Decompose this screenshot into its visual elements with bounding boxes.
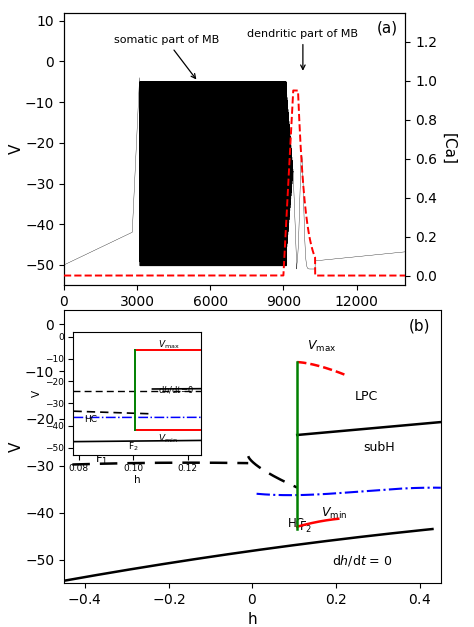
Text: $V_{\rm min}$: $V_{\rm min}$ (158, 432, 178, 445)
Text: F$_2$: F$_2$ (299, 520, 313, 535)
Text: HC: HC (288, 517, 305, 530)
Text: dendritic part of MB: dendritic part of MB (247, 29, 358, 70)
Text: (a): (a) (376, 21, 397, 36)
Y-axis label: V: V (32, 390, 42, 397)
Text: HC: HC (84, 415, 97, 424)
Text: somatic part of MB: somatic part of MB (114, 35, 219, 78)
Text: subH: subH (364, 441, 395, 455)
Text: $V_{\rm max}$: $V_{\rm max}$ (307, 339, 336, 354)
Y-axis label: V: V (9, 144, 24, 154)
Text: F$_1$: F$_1$ (95, 452, 109, 467)
Text: (b): (b) (409, 319, 430, 334)
X-axis label: h: h (247, 613, 257, 627)
Text: d$h$/d$t\!=\!0$: d$h$/d$t\!=\!0$ (158, 384, 194, 395)
Text: LPC: LPC (355, 390, 378, 403)
Text: d$h$/d$t$ = 0: d$h$/d$t$ = 0 (332, 553, 392, 568)
Text: F$_2$: F$_2$ (128, 440, 138, 453)
Y-axis label: V: V (9, 441, 24, 452)
X-axis label: h: h (134, 475, 141, 485)
X-axis label: t: t (232, 315, 237, 330)
Text: $V_{\rm max}$: $V_{\rm max}$ (158, 339, 180, 351)
Y-axis label: [Ca]: [Ca] (441, 133, 456, 165)
Text: $V_{\rm min}$: $V_{\rm min}$ (321, 506, 348, 522)
